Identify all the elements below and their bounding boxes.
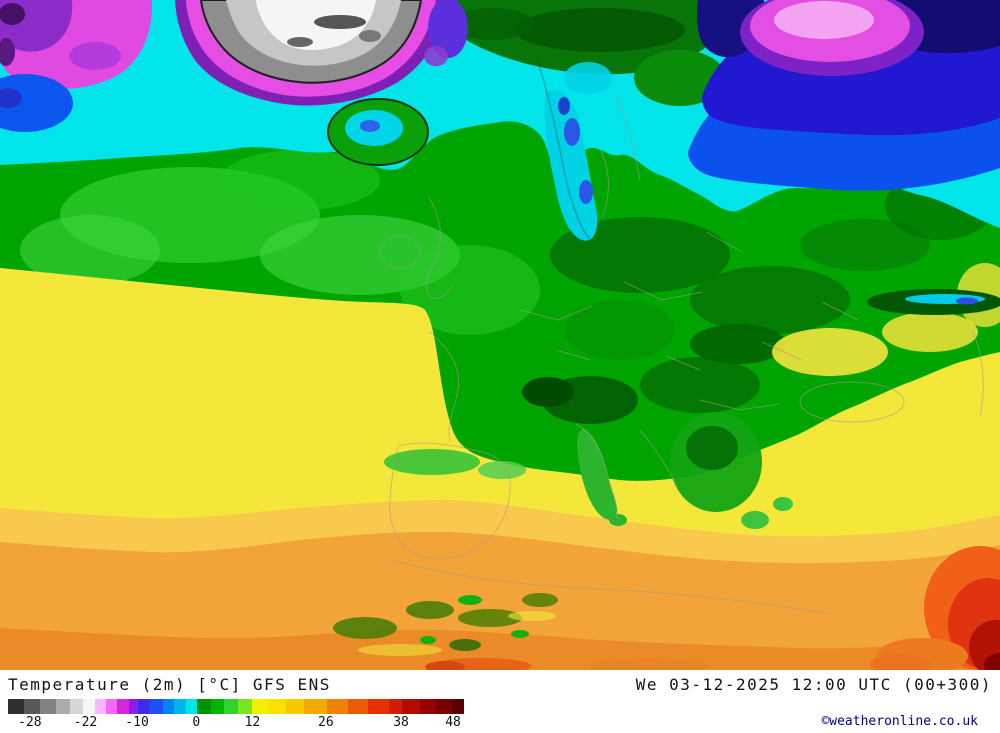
legend-color-segment: [128, 699, 138, 714]
legend-tick-label: 48: [445, 715, 461, 730]
country-borders: [379, 55, 984, 615]
legend-color-segment: [137, 699, 150, 714]
cold-corner-northwest: [0, 0, 153, 132]
map-canvas: [0, 0, 1000, 670]
legend-color-segment: [149, 699, 163, 714]
dark-green-arctic-cap: [425, 0, 730, 106]
legend-color-segment: [185, 699, 198, 714]
hot-spots-southeast: [425, 546, 1000, 670]
temperature-map-svg: [0, 0, 1000, 670]
legend-tick-label: -28: [18, 715, 42, 730]
legend-color-segment: [347, 699, 369, 714]
legend-color-segment: [452, 699, 464, 714]
legend-ticks: -28 -22 -10 0 12 26 38 48: [8, 715, 464, 732]
footer-bar: Temperature (2m) [°C] GFS ENS We 03-12-2…: [0, 670, 1000, 733]
legend-tick-label: 12: [244, 715, 261, 730]
legend-color-segment: [210, 699, 225, 714]
legend-color-segment: [162, 699, 175, 714]
legend-color-segment: [39, 699, 56, 714]
legend-color-segment: [197, 699, 211, 714]
yellow-pockets-east: [772, 263, 1000, 376]
magenta-blob-northeast: [740, 0, 924, 76]
legend-color-segment: [402, 699, 421, 714]
atlas-mountain-spots: [333, 593, 558, 656]
legend-color-segment: [105, 699, 118, 714]
scandinavia-cold-streak: [544, 62, 612, 241]
legend-color-segment: [327, 699, 348, 714]
legend-tick-label: 0: [192, 715, 201, 730]
iceland: [327, 98, 429, 166]
legend-color-segment: [8, 699, 24, 714]
legend-color-segment: [94, 699, 106, 714]
deep-orange-zone: [0, 628, 1000, 670]
legend-tick-label: -22: [73, 715, 98, 730]
legend-color-segment: [267, 699, 286, 714]
orange-zone: [0, 531, 1000, 670]
legend-tick-label: 26: [318, 715, 334, 730]
map-datetime: We 03-12-2025 12:00 UTC (00+300): [635, 675, 992, 694]
legend-color-segment: [238, 699, 252, 714]
map-title: Temperature (2m) [°C] GFS ENS: [8, 675, 331, 694]
legend-color-segment: [83, 699, 95, 714]
legend-color-segment: [23, 699, 40, 714]
legend-color-segment: [174, 699, 186, 714]
legend-color-segment: [388, 699, 403, 714]
legend-tick-label: -10: [125, 715, 149, 730]
legend-color-segment: [368, 699, 389, 714]
legend-color-segment: [436, 699, 453, 714]
legend-color-segment: [117, 699, 129, 714]
legend-colorbar: [8, 699, 464, 714]
legend-color-segment: [224, 699, 239, 714]
green-pockets-south: [384, 412, 793, 529]
legend-color-segment: [285, 699, 305, 714]
legend-color-segment: [55, 699, 70, 714]
legend-tick-label: 38: [393, 715, 409, 730]
legend-color-segment: [304, 699, 328, 714]
legend-color-segment: [251, 699, 268, 714]
legend-color-segment: [420, 699, 437, 714]
copyright-link[interactable]: ©weatheronline.co.uk: [821, 714, 978, 729]
greenland-ice-cap: [175, 0, 468, 106]
green-shade-blobs: [20, 150, 995, 424]
legend-color-segment: [69, 699, 84, 714]
